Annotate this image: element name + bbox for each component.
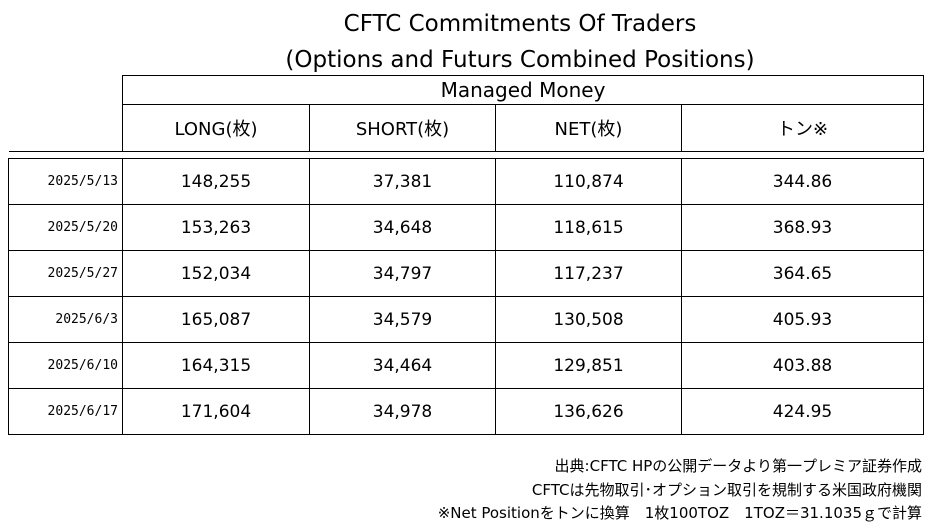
header-spacer xyxy=(9,152,924,159)
date-cell: 2025/6/10 xyxy=(8,342,123,389)
corner-cell-lower xyxy=(8,104,123,152)
date-cell: 2025/6/17 xyxy=(8,388,123,435)
table-row: 2025/5/20 153,263 34,648 118,615 368.93 xyxy=(8,204,924,251)
title-line-1: CFTC Commitments Of Traders xyxy=(343,11,697,37)
cot-table: Managed Money LONG(枚) SHORT(枚) NET(枚) トン… xyxy=(8,75,924,435)
table-row: 2025/6/17 171,604 34,978 136,626 424.95 xyxy=(8,388,924,435)
net-cell: 129,851 xyxy=(495,342,682,389)
ton-cell: 403.88 xyxy=(681,342,924,389)
net-cell: 118,615 xyxy=(495,204,682,251)
group-header-row: Managed Money xyxy=(8,75,924,105)
net-cell: 136,626 xyxy=(495,388,682,435)
short-cell: 34,579 xyxy=(309,296,496,343)
short-cell: 34,648 xyxy=(309,204,496,251)
short-cell: 34,978 xyxy=(309,388,496,435)
ton-cell: 344.86 xyxy=(681,158,924,205)
short-cell: 34,464 xyxy=(309,342,496,389)
short-cell: 34,797 xyxy=(309,250,496,297)
table-row: 2025/5/13 148,255 37,381 110,874 344.86 xyxy=(8,158,924,205)
table-row: 2025/6/3 165,087 34,579 130,508 405.93 xyxy=(8,296,924,343)
title-line-2: (Options and Futurs Combined Positions) xyxy=(285,47,755,73)
conversion-note: ※Net Positionをトンに換算 1枚100TOZ 1TOZ＝31.103… xyxy=(437,504,922,522)
ton-cell: 424.95 xyxy=(681,388,924,435)
column-header-row: LONG(枚) SHORT(枚) NET(枚) トン※ xyxy=(8,104,924,152)
column-header-long: LONG(枚) xyxy=(122,104,310,152)
cftc-note: CFTCは先物取引･オプション取引を規制する米国政府機関 xyxy=(531,481,922,499)
date-cell: 2025/5/13 xyxy=(8,158,123,205)
source-note: 出典:CFTC HPの公開データより第一プレミア証券作成 xyxy=(554,457,922,475)
long-cell: 152,034 xyxy=(122,250,310,297)
table-row: 2025/6/10 164,315 34,464 129,851 403.88 xyxy=(8,342,924,389)
ton-cell: 405.93 xyxy=(681,296,924,343)
ton-cell: 368.93 xyxy=(681,204,924,251)
short-cell: 37,381 xyxy=(309,158,496,205)
long-cell: 148,255 xyxy=(122,158,310,205)
managed-money-header: Managed Money xyxy=(122,75,924,105)
table-row: 2025/5/27 152,034 34,797 117,237 364.65 xyxy=(8,250,924,297)
long-cell: 165,087 xyxy=(122,296,310,343)
corner-cell xyxy=(8,75,123,105)
net-cell: 110,874 xyxy=(495,158,682,205)
date-cell: 2025/5/20 xyxy=(8,204,123,251)
long-cell: 164,315 xyxy=(122,342,310,389)
column-header-ton: トン※ xyxy=(681,104,924,152)
date-cell: 2025/5/27 xyxy=(8,250,123,297)
column-header-short: SHORT(枚) xyxy=(309,104,496,152)
long-cell: 171,604 xyxy=(122,388,310,435)
date-cell: 2025/6/3 xyxy=(8,296,123,343)
long-cell: 153,263 xyxy=(122,204,310,251)
ton-cell: 364.65 xyxy=(681,250,924,297)
net-cell: 117,237 xyxy=(495,250,682,297)
net-cell: 130,508 xyxy=(495,296,682,343)
column-header-net: NET(枚) xyxy=(495,104,682,152)
